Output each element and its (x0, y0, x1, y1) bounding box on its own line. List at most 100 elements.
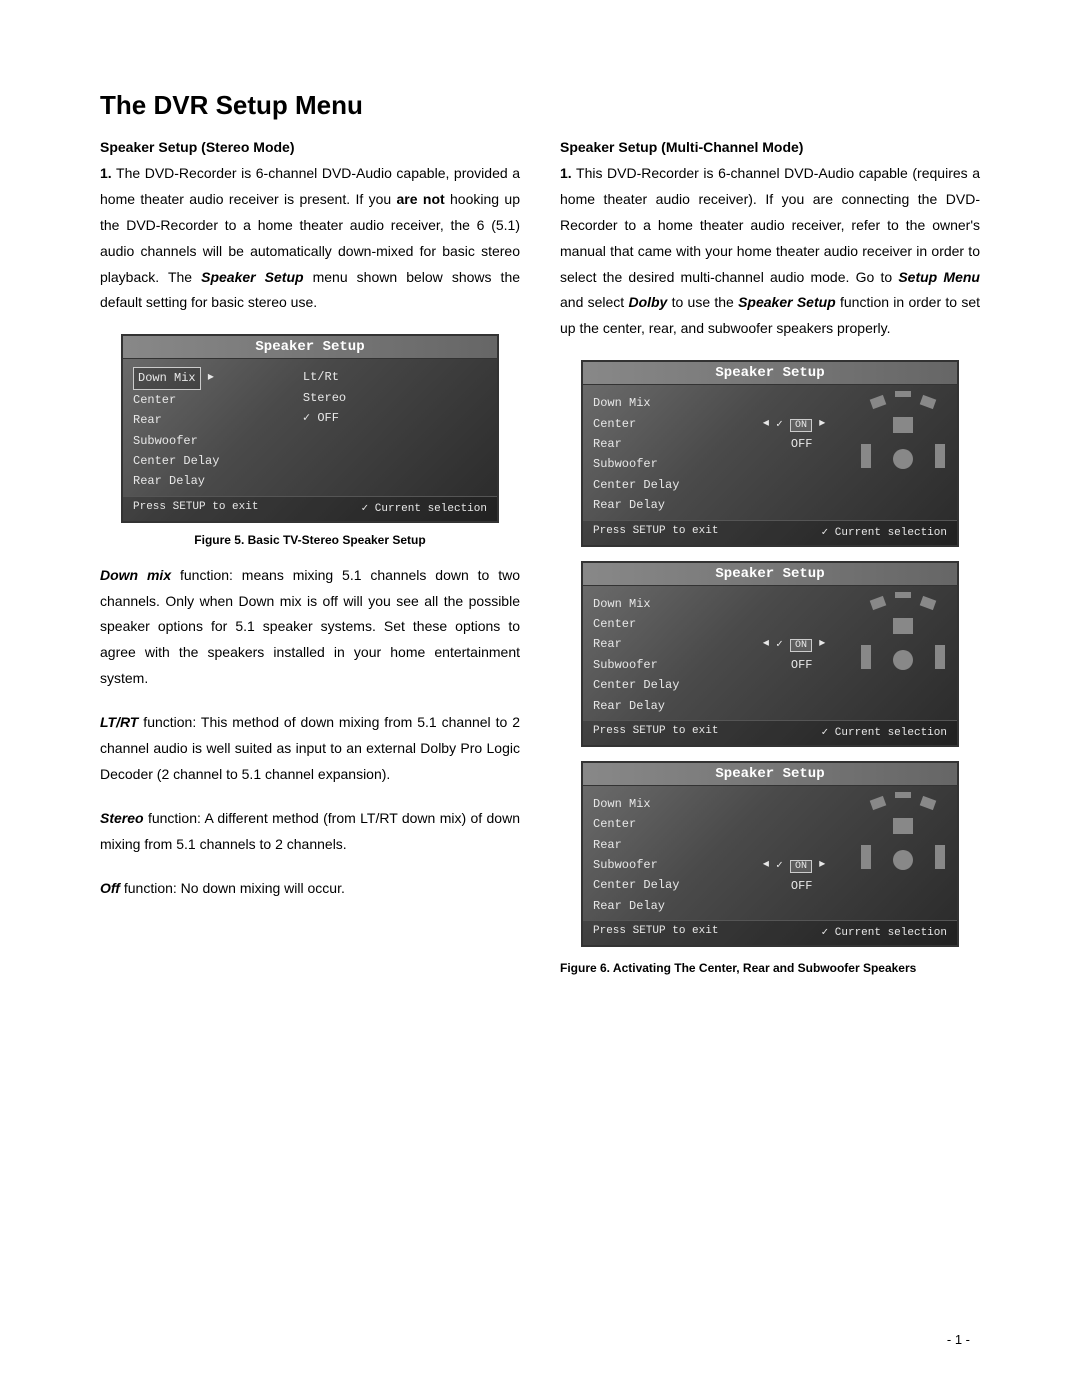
fig6b-on: ON (790, 639, 812, 652)
fig6a-title: Speaker Setup (583, 362, 957, 385)
figure-6b-screenshot: Speaker Setup Down Mix Center Rear Subwo… (581, 561, 959, 747)
fig5-val-2: ✓ OFF (303, 408, 487, 428)
speaker-diagram-icon (853, 389, 953, 509)
figure-6-caption: Figure 6. Activating The Center, Rear an… (560, 957, 980, 980)
fig6b-row-0: Down Mix (593, 594, 763, 614)
fig5-val-1: Stereo (303, 388, 487, 408)
fig5-row-1: Center (133, 390, 303, 410)
fig5-val-0: Lt/Rt (303, 367, 487, 387)
check-icon: ✓ (776, 419, 783, 431)
p4-ital: Stereo (100, 810, 144, 826)
fig5-menu-items: Down Mix ▶ Center Rear Subwoofer Center … (133, 367, 303, 491)
left-p4: Stereo function: A different method (fro… (100, 806, 520, 858)
fig6c-footer: Press SETUP to exit ✓ Current selection (583, 920, 957, 945)
fig6c-title: Speaker Setup (583, 763, 957, 786)
fig6a-values: ◀ ✓ ON ▶ OFF (763, 393, 947, 515)
rp1-a: This DVD-Recorder is 6-channel DVD-Audio… (560, 165, 980, 285)
p3-txt: function: This method of down mixing fro… (100, 714, 520, 782)
fig6b-row-5: Rear Delay (593, 696, 763, 716)
fig6b-footer: Press SETUP to exit ✓ Current selection (583, 720, 957, 745)
fig6a-row-1: Center (593, 414, 763, 434)
rp1-i2: Dolby (628, 294, 667, 310)
rp1-i3: Speaker Setup (738, 294, 836, 310)
left-p1: 1. The DVD-Recorder is 6-channel DVD-Aud… (100, 161, 520, 316)
fig6b-title: Speaker Setup (583, 563, 957, 586)
figure-5-screenshot: Speaker Setup Down Mix ▶ Center Rear Sub… (121, 334, 499, 522)
fig6a-on: ON (790, 419, 812, 432)
left-heading: Speaker Setup (Stereo Mode) (100, 139, 520, 155)
rp1-num: 1. (560, 165, 572, 181)
left-p2: Down mix function: means mixing 5.1 chan… (100, 563, 520, 692)
fig5-footer: Press SETUP to exit ✓ Current selection (123, 496, 497, 521)
left-column: Speaker Setup (Stereo Mode) 1. The DVD-R… (100, 139, 520, 996)
fig5-values: Lt/Rt Stereo ✓ OFF (303, 367, 487, 491)
right-arrow-icon: ▶ (819, 859, 825, 870)
fig6c-on: ON (790, 860, 812, 873)
fig6a-row-0: Down Mix (593, 393, 763, 413)
fig6c-body: Down Mix Center Rear Subwoofer Center De… (583, 786, 957, 920)
rp1-b: and select (560, 294, 628, 310)
fig6b-row-4: Center Delay (593, 675, 763, 695)
figure-6c-screenshot: Speaker Setup Down Mix Center Rear Subwo… (581, 761, 959, 947)
fig6c-footer-l: Press SETUP to exit (593, 925, 718, 939)
fig6b-menu: Down Mix Center Rear Subwoofer Center De… (593, 594, 763, 716)
fig6c-row-2: Rear (593, 835, 763, 855)
fig6c-row-0: Down Mix (593, 794, 763, 814)
left-arrow-icon: ◀ (763, 859, 769, 870)
fig6b-footer-l: Press SETUP to exit (593, 725, 718, 739)
figure-6a-screenshot: Speaker Setup Down Mix Center Rear Subwo… (581, 360, 959, 546)
fig6b-body: Down Mix Center Rear Subwoofer Center De… (583, 586, 957, 720)
fig5-row-5: Rear Delay (133, 471, 303, 491)
fig6c-row-4: Center Delay (593, 875, 763, 895)
fig6a-menu: Down Mix Center Rear Subwoofer Center De… (593, 393, 763, 515)
p1-num: 1. (100, 165, 112, 181)
fig6a-body: Down Mix Center Rear Subwoofer Center De… (583, 385, 957, 519)
left-p3: LT/RT function: This method of down mixi… (100, 710, 520, 788)
fig6b-footer-r: ✓ Current selection (822, 725, 947, 739)
fig6b-row-3: Subwoofer (593, 655, 763, 675)
right-p1: 1. This DVD-Recorder is 6-channel DVD-Au… (560, 161, 980, 342)
fig5-row-4: Center Delay (133, 451, 303, 471)
fig6a-footer: Press SETUP to exit ✓ Current selection (583, 520, 957, 545)
p3-ital: LT/RT (100, 714, 138, 730)
rp1-c: to use the (672, 294, 738, 310)
speaker-diagram-icon (853, 590, 953, 710)
page-number: - 1 - (947, 1332, 970, 1347)
fig5-row-3: Subwoofer (133, 431, 303, 451)
fig6a-footer-l: Press SETUP to exit (593, 525, 718, 539)
fig5-title: Speaker Setup (123, 336, 497, 359)
right-arrow-icon: ▶ (819, 418, 825, 429)
figure-5-caption: Figure 5. Basic TV-Stereo Speaker Setup (100, 533, 520, 547)
fig6c-values: ◀ ✓ ON ▶ OFF (763, 794, 947, 916)
p2-txt: function: means mixing 5.1 channels down… (100, 567, 520, 687)
fig6c-footer-r: ✓ Current selection (822, 925, 947, 939)
fig6a-footer-r: ✓ Current selection (822, 525, 947, 539)
check-icon: ✓ (776, 860, 783, 872)
fig5-footer-r: ✓ Current selection (362, 501, 487, 515)
p1-ital: Speaker Setup (201, 269, 303, 285)
p5-ital: Off (100, 880, 120, 896)
fig6b-values: ◀ ✓ ON ▶ OFF (763, 594, 947, 716)
two-column-layout: Speaker Setup (Stereo Mode) 1. The DVD-R… (100, 139, 980, 996)
fig6c-row-5: Rear Delay (593, 896, 763, 916)
fig6b-row-1: Center (593, 614, 763, 634)
rp1-i1: Setup Menu (898, 269, 980, 285)
fig6c-row-3: Subwoofer (593, 855, 763, 875)
fig6b-row-2: Rear (593, 634, 763, 654)
right-heading: Speaker Setup (Multi-Channel Mode) (560, 139, 980, 155)
p4-txt: function: A different method (from LT/RT… (100, 810, 520, 852)
fig5-footer-l: Press SETUP to exit (133, 501, 258, 515)
p1-bold: are not (397, 191, 445, 207)
fig6a-row-3: Subwoofer (593, 454, 763, 474)
right-arrow-icon: ▶ (208, 373, 214, 384)
fig6a-row-2: Rear (593, 434, 763, 454)
fig6c-menu: Down Mix Center Rear Subwoofer Center De… (593, 794, 763, 916)
left-arrow-icon: ◀ (763, 418, 769, 429)
p2-ital: Down mix (100, 567, 171, 583)
right-column: Speaker Setup (Multi-Channel Mode) 1. Th… (560, 139, 980, 996)
fig6a-row-4: Center Delay (593, 475, 763, 495)
right-arrow-icon: ▶ (819, 639, 825, 650)
fig5-body: Down Mix ▶ Center Rear Subwoofer Center … (123, 359, 497, 495)
fig5-row-2: Rear (133, 410, 303, 430)
fig6a-row-5: Rear Delay (593, 495, 763, 515)
